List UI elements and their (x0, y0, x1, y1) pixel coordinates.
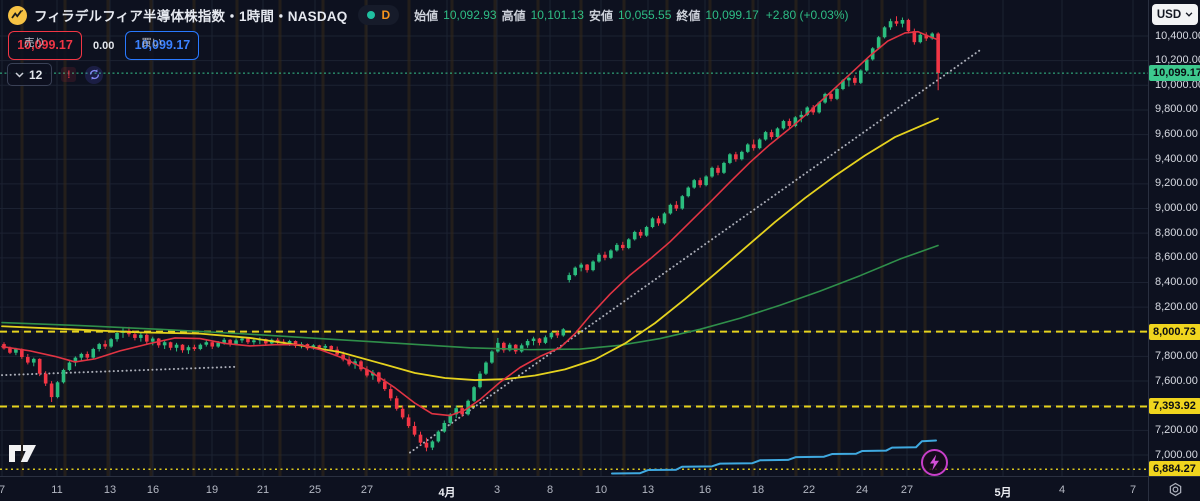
buy-label: 買い (141, 37, 163, 49)
time-axis-label: 5月 (994, 487, 1012, 499)
time-axis-label: 3 (493, 484, 501, 496)
spread-value: 0.00 (93, 39, 115, 52)
time-axis-label: 7 (1129, 484, 1137, 496)
price-axis-label: 8,400.00 (1155, 275, 1198, 288)
price-axis[interactable]: USD 10,400.00 10,200.00 10,000.00 9,800.00 9… (1148, 0, 1200, 478)
gear-icon (1169, 482, 1181, 497)
sell-label: 売り (24, 37, 45, 49)
time-axis-label: 8 (546, 484, 554, 496)
price-axis-label: 7,000.00 (1155, 448, 1198, 461)
symbol-title[interactable]: フィラデルフィア半導体株指数・1時間・NASDAQ (34, 9, 348, 24)
ohlc-close-label: 終値 (676, 8, 701, 23)
time-axis-label: 16 (698, 484, 712, 496)
bar-count-value: 12 (29, 67, 43, 82)
time-axis-label: 18 (751, 484, 765, 496)
chevron-down-icon (15, 71, 24, 78)
trendline-main (409, 49, 981, 454)
price-axis-label: 7,600.00 (1155, 374, 1198, 387)
market-status-pill[interactable]: D (358, 5, 400, 25)
price-axis-label: 9,600.00 (1155, 128, 1198, 141)
ohlc-low-label: 安値 (588, 8, 613, 23)
currency-value: USD (1156, 8, 1182, 21)
lower-indicator (611, 439, 937, 475)
price-axis-label: 10,200.00 (1155, 54, 1200, 67)
price-axis-label: 9,000.00 (1155, 202, 1198, 215)
price-axis-label: 8,200.00 (1155, 300, 1198, 313)
level-badge-8000: 8,000.73 (1149, 323, 1200, 340)
trendline-left (1, 365, 237, 377)
alert-warning-icon[interactable]: ! (61, 67, 77, 82)
chart-header: フィラデルフィア半導体株指数・1時間・NASDAQ D 始値 10,092.93… (0, 0, 849, 30)
ohlc-change-value: +2.80 (+0.03%) (765, 8, 849, 22)
time-axis-label: 13 (641, 484, 655, 496)
time-axis-label: 21 (256, 484, 270, 496)
price-axis-label: 10,000.00 (1155, 78, 1200, 91)
sync-refresh-icon[interactable] (85, 65, 104, 84)
price-axis-label: 8,600.00 (1155, 251, 1198, 264)
time-axis-label: 7 (0, 484, 6, 496)
current-price-badge: 10,099.17 (1149, 65, 1200, 82)
buy-button[interactable]: 10,099.17 買い (125, 31, 200, 60)
chevron-down-icon (1185, 12, 1193, 17)
time-axis-label: 16 (146, 484, 160, 496)
ma-slow (1, 244, 939, 351)
ohlc-readout: 始値 10,092.93 高値 10,101.13 安値 10,055.55 終… (414, 7, 848, 24)
ma-fast (1, 30, 939, 417)
price-axis-label: 9,400.00 (1155, 152, 1198, 165)
price-axis-label: 9,800.00 (1155, 103, 1198, 116)
price-axis-label: 9,200.00 (1155, 177, 1198, 190)
tradingview-logo[interactable] (8, 444, 38, 470)
ma-mid (1, 117, 939, 381)
time-axis-label: 13 (103, 484, 117, 496)
symbol-logo-icon (8, 5, 27, 25)
instant-order-lightning-button[interactable] (921, 449, 948, 476)
time-axis-label: 10 (594, 484, 608, 496)
price-chart[interactable] (0, 0, 1148, 476)
ohlc-high-value: 10,101.13 (530, 8, 584, 22)
buy-price: 10,099.17 (134, 37, 191, 52)
time-axis-label: 25 (308, 484, 322, 496)
trade-panel: 10,099.17 売り 0.00 10,099.17 買い (8, 31, 200, 60)
time-axis-label: 4 (1058, 484, 1066, 496)
axis-settings-button[interactable] (1148, 476, 1200, 501)
lightning-bolt-icon (930, 454, 939, 471)
price-axis-label: 7,200.00 (1155, 423, 1198, 436)
candles-layer (2, 16, 940, 452)
market-open-dot-icon (367, 11, 376, 19)
ohlc-high-label: 高値 (501, 8, 526, 23)
sell-button[interactable]: 10,099.17 売り (8, 31, 82, 60)
sell-price: 10,099.17 (17, 37, 73, 52)
ohlc-close-value: 10,099.17 (705, 8, 759, 22)
time-axis-label: 19 (205, 484, 219, 496)
price-axis-label: 10,400.00 (1155, 29, 1200, 42)
time-axis-label: 27 (360, 484, 374, 496)
chart-toolbar-row: 12 ! (7, 63, 104, 86)
price-axis-label: 8,800.00 (1155, 226, 1198, 239)
ohlc-open-value: 10,092.93 (443, 8, 497, 22)
time-axis-label: 11 (51, 484, 63, 496)
level-badge-6884: 6,884.27 (1149, 461, 1200, 478)
bar-count-dropdown[interactable]: 12 (7, 63, 53, 86)
ohlc-low-value: 10,055.55 (617, 8, 672, 22)
time-axis-label: 22 (802, 484, 816, 496)
grid-layer (0, 0, 1148, 476)
level-badge-7393: 7,393.92 (1149, 398, 1200, 415)
time-axis-label: 27 (900, 484, 914, 496)
delayed-data-badge: D (381, 8, 391, 22)
price-axis-label: 7,800.00 (1155, 349, 1198, 362)
ohlc-open-label: 始値 (414, 8, 439, 23)
currency-selector[interactable]: USD (1152, 4, 1198, 25)
time-axis[interactable]: 7 11 13 16 19 21 25 27 4月 3 8 10 13 16 18 22 24 27 5月 4 7 (0, 476, 1148, 501)
time-axis-label: 24 (855, 484, 869, 496)
time-axis-label: 4月 (438, 487, 456, 499)
